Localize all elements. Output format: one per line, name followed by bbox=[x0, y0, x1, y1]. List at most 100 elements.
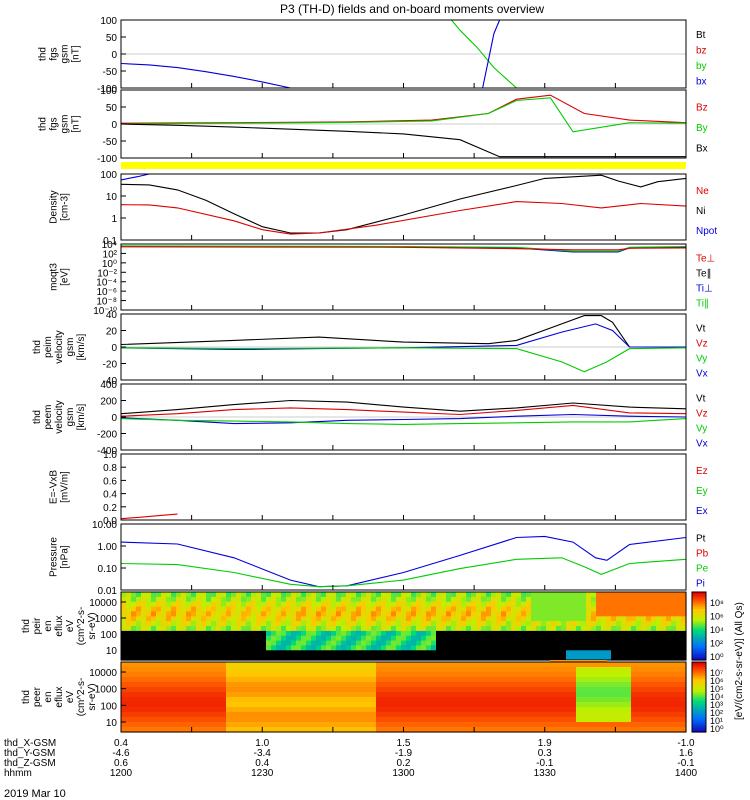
heatmap-cell bbox=[476, 601, 482, 608]
heatmap-cell bbox=[231, 682, 237, 688]
heatmap-cell bbox=[291, 712, 297, 718]
heatmap-cell bbox=[311, 640, 317, 647]
heatmap-cell bbox=[491, 717, 497, 723]
heatmap-cell bbox=[496, 626, 502, 632]
heatmap-cell bbox=[421, 601, 427, 608]
heatmap-cell bbox=[181, 650, 187, 656]
legend-entry: Vx bbox=[696, 369, 708, 380]
y-tick-label: 0.4 bbox=[103, 490, 117, 501]
heatmap-cell bbox=[531, 672, 537, 678]
heatmap-cell bbox=[416, 611, 422, 617]
heatmap-cell bbox=[136, 621, 142, 627]
heatmap-cell bbox=[631, 601, 637, 608]
heatmap-cell bbox=[311, 687, 317, 693]
heatmap-cell bbox=[186, 687, 192, 693]
heatmap-cell bbox=[221, 712, 227, 718]
heatmap-cell bbox=[336, 655, 342, 661]
heatmap-cell bbox=[561, 596, 567, 603]
heatmap-cell bbox=[576, 697, 582, 703]
heatmap-cell bbox=[361, 727, 367, 733]
heatmap-cell bbox=[566, 707, 572, 713]
heatmap-cell bbox=[171, 697, 177, 703]
y-axis-label: Pressure bbox=[49, 537, 60, 577]
heatmap-cell bbox=[571, 616, 577, 622]
heatmap-cell bbox=[241, 717, 247, 723]
heatmap-cell bbox=[416, 667, 422, 673]
y-tick-label: 50 bbox=[106, 33, 118, 44]
heatmap-cell bbox=[376, 712, 382, 718]
heatmap-cell bbox=[506, 692, 512, 698]
y-tick-label: 10 bbox=[106, 192, 118, 203]
heatmap-cell bbox=[146, 596, 152, 603]
heatmap-cell bbox=[211, 717, 217, 723]
heatmap-cell bbox=[286, 697, 292, 703]
heatmap-cell bbox=[141, 667, 147, 673]
heatmap-cell bbox=[126, 596, 132, 603]
heatmap-cell bbox=[271, 611, 277, 617]
heatmap-cell bbox=[186, 702, 192, 708]
heatmap-cell bbox=[401, 592, 407, 598]
heatmap-cell bbox=[211, 621, 217, 627]
heatmap-cell bbox=[261, 655, 267, 661]
heatmap-cell bbox=[616, 702, 622, 708]
heatmap-cell bbox=[401, 635, 407, 642]
heatmap-cell bbox=[211, 626, 217, 632]
heatmap-cell bbox=[136, 645, 142, 651]
heatmap-cell bbox=[596, 606, 602, 613]
heatmap-cell bbox=[211, 630, 217, 637]
heatmap-cell bbox=[281, 596, 287, 603]
heatmap-cell bbox=[681, 626, 687, 632]
heatmap-cell bbox=[261, 707, 267, 713]
heatmap-cell bbox=[546, 702, 552, 708]
heatmap-cell bbox=[661, 687, 667, 693]
heatmap-cell bbox=[481, 592, 487, 598]
heatmap-cell bbox=[231, 692, 237, 698]
heatmap-cell bbox=[276, 727, 282, 733]
heatmap-cell bbox=[276, 682, 282, 688]
heatmap-cell bbox=[206, 650, 212, 656]
heatmap-cell bbox=[566, 687, 572, 693]
heatmap-cell bbox=[196, 655, 202, 661]
heatmap-cell bbox=[521, 655, 527, 661]
series-by bbox=[451, 19, 517, 89]
heatmap-cell bbox=[146, 712, 152, 718]
heatmap-cell bbox=[531, 717, 537, 723]
colorbar-segment bbox=[692, 676, 706, 679]
heatmap-cell bbox=[331, 635, 337, 642]
heatmap-cell bbox=[611, 702, 617, 708]
heatmap-cell bbox=[666, 662, 672, 668]
heatmap-cell bbox=[406, 626, 412, 632]
heatmap-cell bbox=[496, 596, 502, 603]
heatmap-cell bbox=[161, 672, 167, 678]
heatmap-cell bbox=[471, 616, 477, 622]
colorbar-segment bbox=[692, 605, 706, 608]
heatmap-cell bbox=[606, 722, 612, 728]
legend-entry: Te⊥ bbox=[696, 254, 715, 265]
heatmap-cell bbox=[246, 606, 252, 613]
heatmap-cell bbox=[256, 667, 262, 673]
heatmap-cell bbox=[621, 655, 627, 661]
heatmap-cell bbox=[376, 630, 382, 637]
heatmap-cell bbox=[261, 592, 267, 598]
heatmap-cell bbox=[636, 616, 642, 622]
heatmap-cell bbox=[671, 630, 677, 637]
heatmap-cell bbox=[206, 697, 212, 703]
heatmap-cell bbox=[291, 596, 297, 603]
heatmap-cell bbox=[346, 682, 352, 688]
heatmap-cell bbox=[341, 630, 347, 637]
heatmap-cell bbox=[206, 662, 212, 668]
heatmap-cell bbox=[271, 697, 277, 703]
heatmap-cell bbox=[206, 606, 212, 613]
heatmap-cell bbox=[501, 650, 507, 656]
heatmap-cell bbox=[486, 662, 492, 668]
heatmap-cell bbox=[251, 655, 257, 661]
heatmap-cell bbox=[666, 592, 672, 598]
heatmap-cell bbox=[651, 650, 657, 656]
heatmap-cell bbox=[621, 606, 627, 613]
colorbar-segment bbox=[692, 677, 706, 681]
heatmap-cell bbox=[321, 606, 327, 613]
heatmap-cell bbox=[606, 672, 612, 678]
heatmap-cell bbox=[616, 616, 622, 622]
heatmap-cell bbox=[486, 635, 492, 642]
heatmap-cell bbox=[476, 712, 482, 718]
